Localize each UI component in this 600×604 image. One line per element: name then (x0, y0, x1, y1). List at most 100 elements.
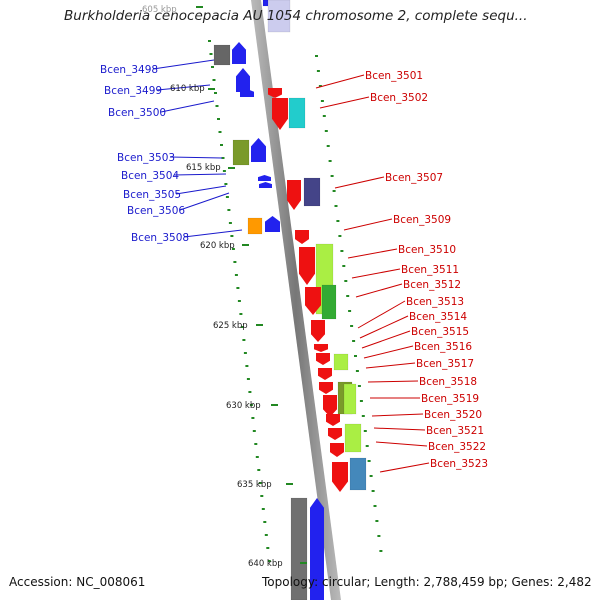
reverse-gene-arrow (299, 247, 315, 285)
gene-label-forward: Bcen_3506 (127, 205, 185, 217)
gene-label-forward: Bcen_3500 (108, 107, 166, 119)
forward-gene-arrow (258, 175, 271, 181)
cog-box (288, 97, 306, 129)
label-leader (152, 59, 215, 70)
track-dot (212, 79, 216, 81)
track-dot (231, 248, 235, 250)
reverse-gene-arrow (316, 353, 330, 365)
label-leader (367, 380, 419, 383)
gene-label-reverse: Bcen_3511 (401, 264, 459, 276)
track-dot (350, 325, 354, 327)
cog-box (349, 457, 367, 491)
label-leader (343, 218, 393, 231)
track-dot (230, 235, 234, 237)
track-dot (324, 130, 328, 132)
forward-gene-arrow (240, 89, 254, 97)
label-leader (359, 315, 409, 339)
forward-gene-arrow (236, 68, 250, 92)
track-dot (242, 339, 246, 341)
track-dot (332, 190, 336, 192)
cog-box (333, 353, 349, 371)
track-dot (257, 469, 261, 471)
track-dot (208, 40, 211, 42)
gene-label-reverse: Bcen_3507 (385, 172, 443, 184)
track-dot (251, 417, 255, 419)
tick-marks: 605 kbp 610 kbp 615 kbp 620 kbp 625 kbp 630 k… (142, 5, 307, 569)
track-dot (255, 456, 259, 458)
track-dot (218, 131, 222, 133)
genome-summary: Topology: circular; Length: 2,788,459 bp… (262, 575, 592, 589)
reverse-gene-arrow (330, 443, 344, 457)
label-leader (173, 173, 227, 176)
forward-gene-arrow (251, 138, 266, 162)
reverse-gene-arrow (272, 98, 288, 130)
reverse-gene-arrow (323, 395, 337, 417)
label-leader (365, 362, 416, 369)
gene-label-forward: Bcen_3505 (123, 189, 181, 201)
label-leader (357, 300, 406, 329)
gene-label-reverse: Bcen_3518 (419, 376, 477, 388)
track-dot (318, 85, 322, 87)
track-dot (326, 145, 330, 147)
track-dot (233, 261, 237, 263)
tick-label: 640 kbp (248, 559, 283, 569)
track-dot (359, 400, 363, 402)
track-dot (379, 550, 383, 552)
label-leader (160, 100, 215, 113)
cog-box (247, 217, 263, 235)
gene-label-forward: Bcen_3499 (104, 85, 162, 97)
tick-mark (196, 6, 203, 8)
tick-mark (300, 562, 307, 564)
backbone-band (251, 0, 341, 600)
track-dot (209, 53, 213, 55)
label-leader (373, 427, 426, 431)
label-leader (371, 413, 424, 417)
track-dot (263, 521, 267, 523)
track-dot (236, 287, 240, 289)
gene-label-reverse: Bcen_3510 (398, 244, 456, 256)
reverse-gene-arrow (295, 230, 309, 244)
track-dot (377, 535, 381, 537)
track-dot (264, 534, 268, 536)
gene-label-reverse: Bcen_3502 (370, 92, 428, 104)
track-dot (220, 144, 223, 146)
track-dot (237, 300, 241, 302)
tick-label: 620 kbp (200, 241, 235, 251)
track-dot (361, 415, 365, 417)
label-leader (169, 156, 223, 159)
label-leader (183, 229, 243, 238)
reverse-gene-arrow (268, 88, 282, 98)
track-dot (245, 365, 249, 367)
track-dot (246, 378, 250, 380)
track-dot (215, 105, 219, 107)
track-dot (371, 490, 375, 492)
track-dot (261, 508, 265, 510)
forward-gene-arrow (310, 498, 324, 600)
tick-mark (242, 244, 249, 246)
reverse-gene-arrow (319, 382, 333, 394)
track-dot (355, 370, 359, 372)
map-title: Burkholderia cenocepacia AU 1054 chromos… (64, 8, 528, 24)
backbone (251, 0, 341, 600)
track-dot (252, 430, 256, 432)
track-dot (365, 445, 369, 447)
cog-box (321, 284, 337, 320)
forward-gene-arrow (265, 216, 280, 232)
label-leader (175, 185, 227, 195)
track-dot (266, 547, 270, 549)
track-dot (369, 475, 373, 477)
tick-mark (228, 167, 235, 169)
track-dot (357, 385, 361, 387)
track-dot (211, 66, 214, 68)
track-dot (363, 430, 367, 432)
track-dot (227, 209, 231, 211)
track-dot (328, 160, 332, 162)
track-dot (342, 265, 346, 267)
track-dot (375, 520, 379, 522)
gene-label-reverse: Bcen_3521 (426, 425, 484, 437)
cog-box (267, 0, 291, 33)
track-dot (336, 220, 340, 222)
gene-label-forward: Bcen_3503 (117, 152, 175, 164)
gene-label-reverse: Bcen_3516 (414, 341, 472, 353)
track-dot (315, 55, 318, 57)
